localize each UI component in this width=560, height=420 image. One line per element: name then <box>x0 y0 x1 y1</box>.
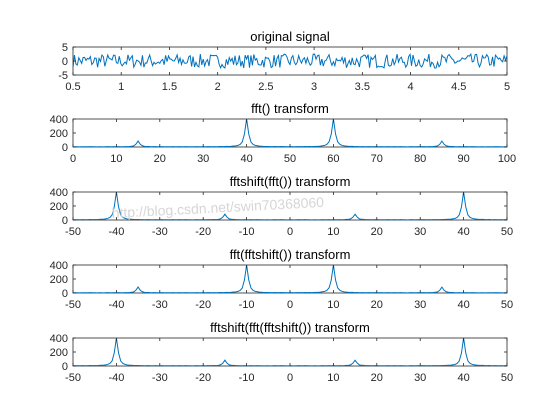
x-tick-label: 3 <box>311 81 317 93</box>
y-tick-label: 400 <box>50 114 68 126</box>
y-tick-label: 200 <box>50 128 68 140</box>
x-tick-label: 10 <box>327 226 339 238</box>
x-tick-label: 1 <box>118 81 124 93</box>
x-tick-label: 50 <box>501 372 513 384</box>
x-tick-label: 50 <box>284 153 296 165</box>
series-line <box>72 52 508 70</box>
x-tick-label: -40 <box>108 226 124 238</box>
x-tick-label: 10 <box>110 153 122 165</box>
x-tick-label: 40 <box>457 226 469 238</box>
x-tick-label: -30 <box>152 226 168 238</box>
x-tick-label: 20 <box>371 372 383 384</box>
x-tick-label: -10 <box>239 372 255 384</box>
x-tick-label: 90 <box>457 153 469 165</box>
subplot-5: fftshift(fft(fftshift()) transform020040… <box>50 320 513 384</box>
x-tick-label: -30 <box>152 299 168 311</box>
x-tick-label: 60 <box>327 153 339 165</box>
x-tick-label: -50 <box>65 299 81 311</box>
x-tick-label: 80 <box>414 153 426 165</box>
y-tick-label: 0 <box>62 361 68 373</box>
y-tick-label: 5 <box>62 42 68 54</box>
x-tick-label: 10 <box>327 372 339 384</box>
y-tick-label: 0 <box>62 215 68 227</box>
x-tick-label: 0 <box>287 226 293 238</box>
x-tick-label: 0 <box>287 299 293 311</box>
x-tick-label: 5 <box>504 81 510 93</box>
y-tick-label: -5 <box>58 70 68 82</box>
subplot-1: original signal -5 0 5 0.5 1 1.5 2 2.5 3 3.5 4 4.5 5 <box>58 29 510 93</box>
x-tick-label: 2.5 <box>258 81 273 93</box>
x-tick-label: -30 <box>152 372 168 384</box>
axes-frame <box>72 264 508 294</box>
x-tick-label: -20 <box>195 226 211 238</box>
x-tick-label: 4.5 <box>451 81 466 93</box>
x-tick-label: 10 <box>327 299 339 311</box>
x-tick-label: -50 <box>65 372 81 384</box>
axes-frame <box>72 337 508 367</box>
axes-frame <box>72 118 508 148</box>
y-tick-label: 200 <box>50 347 68 359</box>
y-tick-label: 0 <box>62 142 68 154</box>
y-tick-label: 0 <box>62 288 68 300</box>
x-tick-label: 30 <box>414 372 426 384</box>
y-tick-label: 400 <box>50 260 68 272</box>
subplot-title: fft() transform <box>251 101 329 116</box>
y-tick-label: 400 <box>50 333 68 345</box>
x-tick-label: 30 <box>414 299 426 311</box>
x-tick-label: 3.5 <box>355 81 370 93</box>
y-tick-label: 0 <box>62 56 68 68</box>
x-tick-label: 0.5 <box>65 81 80 93</box>
x-tick-label: 70 <box>371 153 383 165</box>
y-tick-label: 200 <box>50 201 68 213</box>
x-tick-label: -40 <box>108 372 124 384</box>
subplot-title: fftshift(fft(fftshift()) transform <box>210 320 370 335</box>
x-tick-label: 20 <box>371 226 383 238</box>
subplot-title: fft(fftshift()) transform <box>230 247 351 262</box>
x-tick-label: 50 <box>501 299 513 311</box>
y-tick-label: 400 <box>50 187 68 199</box>
x-tick-label: 4 <box>407 81 413 93</box>
x-tick-label: -10 <box>239 299 255 311</box>
x-tick-label: 30 <box>197 153 209 165</box>
x-tick-label: 100 <box>498 153 516 165</box>
x-tick-label: -50 <box>65 226 81 238</box>
x-tick-label: -40 <box>108 299 124 311</box>
x-tick-label: -20 <box>195 299 211 311</box>
x-tick-label: 0 <box>287 372 293 384</box>
subplot-2: fft() transform 0 200 400 0 10 20 30 40 50 60 70 80 9… <box>50 101 517 165</box>
axes-frame <box>72 46 508 76</box>
x-tick-label: 2 <box>215 81 221 93</box>
y-tick-label: 200 <box>50 274 68 286</box>
x-tick-label: 20 <box>371 299 383 311</box>
subplot-title: original signal <box>250 29 330 44</box>
x-tick-label: -20 <box>195 372 211 384</box>
x-tick-label: 40 <box>240 153 252 165</box>
x-tick-label: 20 <box>154 153 166 165</box>
x-tick-label: 1.5 <box>162 81 177 93</box>
subplot-title: fftshift(fft()) transform <box>230 174 351 189</box>
x-tick-label: 50 <box>501 226 513 238</box>
x-tick-label: 40 <box>457 372 469 384</box>
x-tick-label: 30 <box>414 226 426 238</box>
x-tick-label: 40 <box>457 299 469 311</box>
x-tick-label: -10 <box>239 226 255 238</box>
x-tick-label: 0 <box>70 153 76 165</box>
